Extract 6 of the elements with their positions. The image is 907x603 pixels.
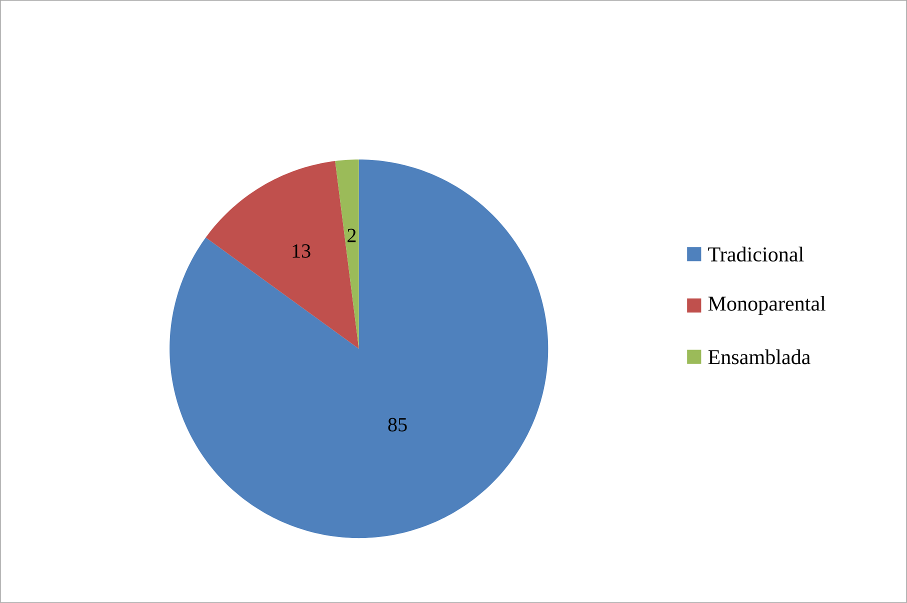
data-label: 2 — [348, 228, 356, 242]
data-label: 85 — [388, 418, 407, 432]
legend-label: Tradicional — [708, 246, 804, 262]
data-label: 13 — [292, 244, 310, 258]
legend-label: Ensamblada — [708, 349, 810, 364]
legend-label: Monoparental — [708, 296, 826, 316]
